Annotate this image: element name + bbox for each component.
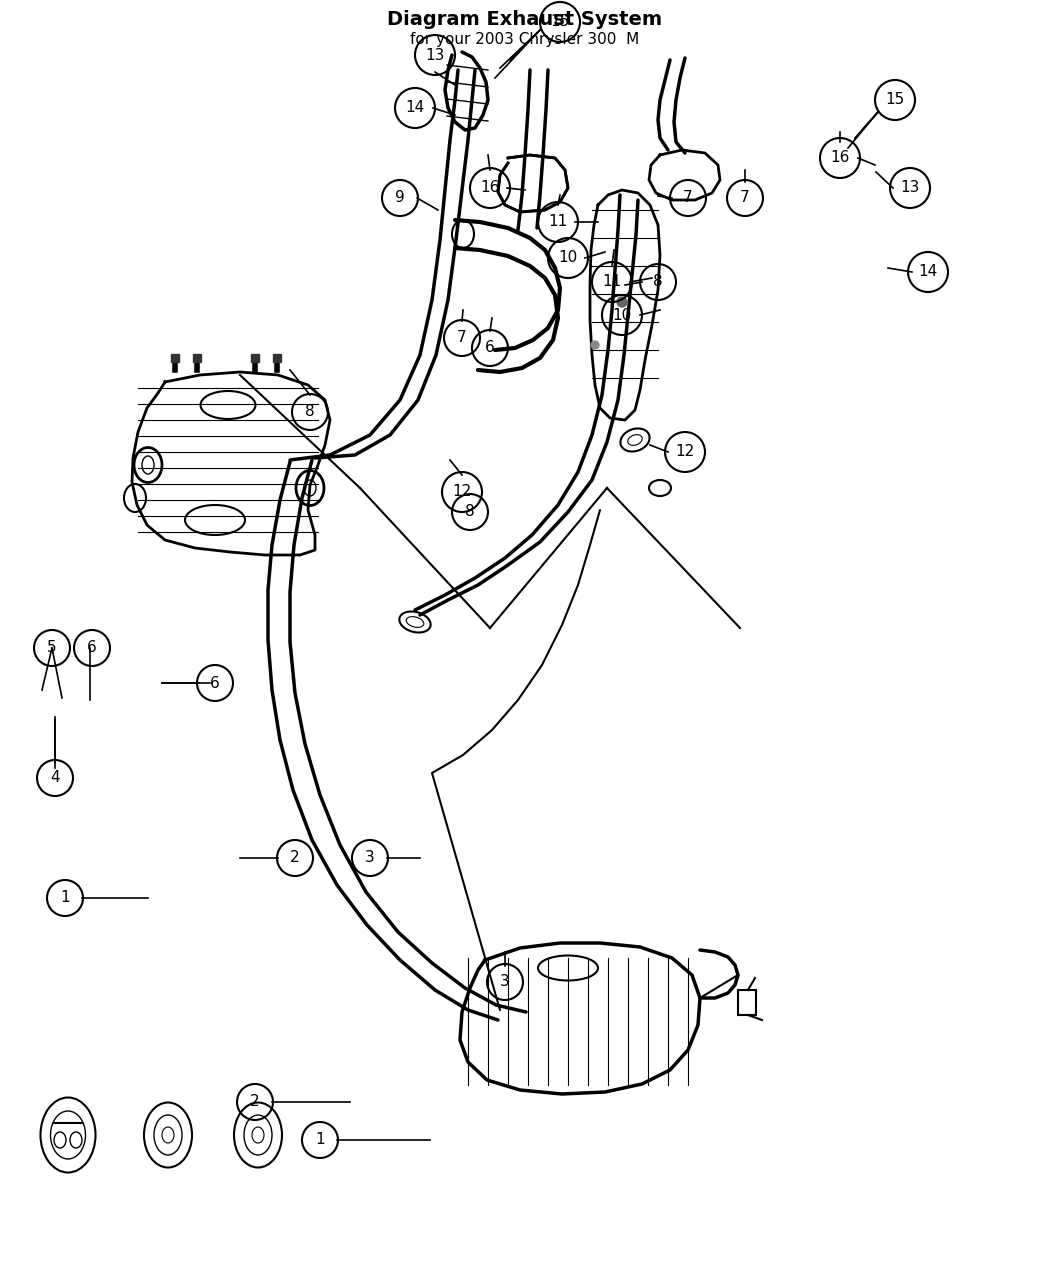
Bar <box>171 354 178 362</box>
Circle shape <box>617 297 627 307</box>
Circle shape <box>591 340 598 349</box>
Text: 8: 8 <box>653 274 663 289</box>
Text: 6: 6 <box>87 640 97 655</box>
Text: 7: 7 <box>457 330 467 346</box>
Text: for your 2003 Chrysler 300  M: for your 2003 Chrysler 300 M <box>411 32 639 47</box>
Text: 14: 14 <box>919 264 938 279</box>
Ellipse shape <box>144 1103 192 1168</box>
Text: 9: 9 <box>395 190 405 205</box>
Text: 16: 16 <box>480 181 500 195</box>
Text: 14: 14 <box>405 101 424 116</box>
Text: 3: 3 <box>365 850 375 866</box>
Text: 12: 12 <box>453 484 471 500</box>
Text: 7: 7 <box>684 190 693 205</box>
Bar <box>193 354 201 362</box>
Text: 13: 13 <box>900 181 920 195</box>
Text: 11: 11 <box>548 214 568 230</box>
Text: 1: 1 <box>60 890 69 905</box>
Bar <box>251 354 259 362</box>
Text: 5: 5 <box>47 640 57 655</box>
Text: 16: 16 <box>831 150 849 166</box>
Text: 7: 7 <box>740 190 750 205</box>
Text: 10: 10 <box>612 307 632 323</box>
Text: 2: 2 <box>250 1094 259 1109</box>
Text: 11: 11 <box>603 274 622 289</box>
Ellipse shape <box>41 1098 96 1173</box>
Ellipse shape <box>234 1103 282 1168</box>
Text: 1: 1 <box>315 1132 324 1148</box>
Text: 12: 12 <box>675 445 695 459</box>
Text: 10: 10 <box>559 250 578 265</box>
Bar <box>738 989 756 1015</box>
Text: 15: 15 <box>550 14 569 29</box>
Text: 6: 6 <box>210 676 219 691</box>
Text: 13: 13 <box>425 47 445 62</box>
Text: 8: 8 <box>465 505 475 519</box>
Text: Diagram Exhaust System: Diagram Exhaust System <box>387 10 663 29</box>
Text: 15: 15 <box>885 93 905 107</box>
Text: 8: 8 <box>306 404 315 419</box>
Bar <box>273 354 281 362</box>
Text: 4: 4 <box>50 770 60 785</box>
Text: 6: 6 <box>485 340 495 356</box>
Text: 2: 2 <box>290 850 300 866</box>
Text: 3: 3 <box>500 974 510 989</box>
